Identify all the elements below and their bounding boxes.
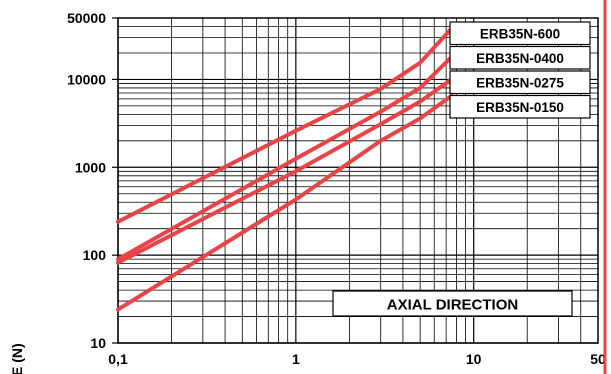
- y-axis-label: E (N): [9, 343, 25, 374]
- y-tick-label: 10000: [67, 71, 106, 87]
- y-tick-label: 1000: [75, 159, 106, 175]
- legend-entry: ERB35N-0150: [476, 100, 564, 115]
- x-tick-label: 10: [466, 351, 482, 367]
- x-tick-label: 1: [292, 351, 300, 367]
- y-tick-label: 10: [90, 335, 106, 351]
- legend-entry: ERB35N-0275: [476, 75, 564, 90]
- series-line: [118, 96, 452, 310]
- chart-axis-labels: E (N): [9, 343, 25, 374]
- x-tick-label: 0,1: [108, 351, 128, 367]
- legend-entry: ERB35N-0400: [476, 51, 564, 66]
- chart-series: [118, 29, 452, 310]
- y-tick-label: 50000: [67, 10, 106, 26]
- y-tick-label: 100: [83, 247, 107, 263]
- legend-entry: ERB35N-600: [480, 26, 560, 41]
- annotation-label: AXIAL DIRECTION: [387, 297, 518, 314]
- chart-legend: ERB35N-600 ERB35N-0400 ERB35N-0275 ERB35N-0…: [450, 22, 590, 118]
- chart-annotation: AXIAL DIRECTION: [333, 291, 572, 316]
